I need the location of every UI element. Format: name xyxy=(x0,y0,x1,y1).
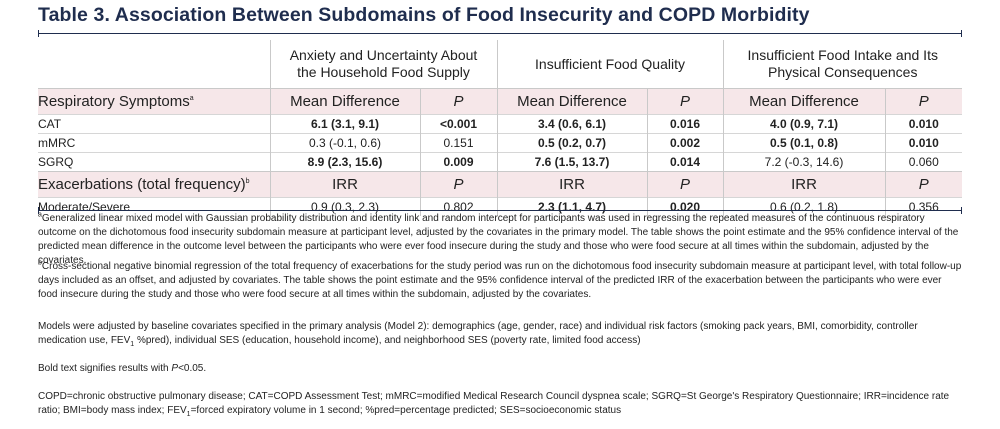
cell-p: 0.002 xyxy=(646,133,723,153)
footnote-text: =forced expiratory volume in 1 second; %… xyxy=(190,405,622,416)
results-table: Anxiety and Uncertainty About the Househ… xyxy=(38,40,963,216)
col-header: Mean Difference xyxy=(722,88,885,115)
group-header-line: Insufficient Food Intake and Its xyxy=(747,47,938,63)
col-header-p: P xyxy=(646,171,723,198)
col-header-p: P xyxy=(884,88,963,115)
row-label: mMRC xyxy=(38,133,270,153)
italic-p: P xyxy=(171,363,179,374)
cell-value: 0.3 (-0.1, 0.6) xyxy=(269,133,420,153)
section-header-exacerbations: Exacerbations (total frequency)b IRR P I… xyxy=(38,171,963,198)
row-label: CAT xyxy=(38,114,270,134)
section-label: Respiratory Symptomsa xyxy=(38,88,270,115)
group-header-line: Insufficient Food Quality xyxy=(535,55,685,72)
cell-value: 7.6 (1.5, 13.7) xyxy=(496,152,647,172)
col-header-p: P xyxy=(419,88,497,115)
row-label: SGRQ xyxy=(38,152,270,172)
cell-value: 8.9 (2.3, 15.6) xyxy=(269,152,420,172)
footnote-text: Models were adjusted by baseline covaria… xyxy=(38,321,918,346)
table-row: SGRQ 8.9 (2.3, 15.6) 0.009 7.6 (1.5, 13.… xyxy=(38,152,963,172)
footnote-text: Cross-sectional negative binomial regres… xyxy=(38,261,962,300)
table-row: mMRC 0.3 (-0.1, 0.6) 0.151 0.5 (0.2, 0.7… xyxy=(38,133,963,153)
cell-value: 4.0 (0.9, 7.1) xyxy=(722,114,885,134)
header-empty-cell xyxy=(38,40,270,89)
col-header: Mean Difference xyxy=(269,88,420,115)
subscript: 1 xyxy=(186,411,191,418)
rule-tick-right xyxy=(961,30,962,37)
group-header-intake: Insufficient Food Intake and Its Physica… xyxy=(722,40,963,89)
col-header: Mean Difference xyxy=(496,88,647,115)
cell-value: 0.5 (0.2, 0.7) xyxy=(496,133,647,153)
footnote-abbreviations: COPD=chronic obstructive pulmonary disea… xyxy=(38,390,962,418)
section-header-respiratory: Respiratory Symptomsa Mean Difference P … xyxy=(38,88,963,115)
table-bottom-rule xyxy=(38,207,962,214)
cell-value: 7.2 (-0.3, 14.6) xyxy=(722,152,885,172)
cell-p: 0.009 xyxy=(419,152,497,172)
cell-value: 0.5 (0.1, 0.8) xyxy=(722,133,885,153)
col-header-p: P xyxy=(884,171,963,198)
group-header-line: the Household Food Supply xyxy=(297,64,470,80)
group-header-quality: Insufficient Food Quality xyxy=(496,40,723,89)
col-header: IRR xyxy=(496,171,647,198)
top-rule xyxy=(38,30,962,37)
col-header: IRR xyxy=(722,171,885,198)
col-header: IRR xyxy=(269,171,420,198)
rule-tick-right xyxy=(961,207,962,214)
group-header-line: Physical Consequences xyxy=(768,64,918,80)
section-label-text: Respiratory Symptoms xyxy=(38,93,190,110)
cell-p: 0.060 xyxy=(884,152,963,172)
footnote-bold: Bold text signifies results with P<0.05. xyxy=(38,362,962,376)
cell-p: <0.001 xyxy=(419,114,497,134)
section-label-text: Exacerbations (total frequency) xyxy=(38,176,246,193)
cell-value: 6.1 (3.1, 9.1) xyxy=(269,114,420,134)
table-title: Table 3. Association Between Subdomains … xyxy=(38,4,810,26)
cell-p: 0.010 xyxy=(884,133,963,153)
footnote-text: COPD=chronic obstructive pulmonary disea… xyxy=(38,391,950,416)
col-header-p: P xyxy=(419,171,497,198)
cell-p: 0.010 xyxy=(884,114,963,134)
cell-p: 0.014 xyxy=(646,152,723,172)
footnote-text: Bold text signifies results with xyxy=(38,363,172,374)
footnote-a: aGeneralized linear mixed model with Gau… xyxy=(38,212,962,268)
rule-tick-left xyxy=(38,207,39,214)
group-header-anxiety: Anxiety and Uncertainty About the Househ… xyxy=(269,40,497,89)
section-label: Exacerbations (total frequency)b xyxy=(38,171,270,198)
cell-p: 0.151 xyxy=(419,133,497,153)
cell-value: 0.9 (0.3, 2.3) xyxy=(269,197,420,216)
footnote-text: Generalized linear mixed model with Gaus… xyxy=(38,213,959,266)
footnote-text: <0.05. xyxy=(178,363,207,374)
cell-value: 3.4 (0.6, 6.1) xyxy=(496,114,647,134)
table-row: CAT 6.1 (3.1, 9.1) <0.001 3.4 (0.6, 6.1)… xyxy=(38,114,963,134)
subscript: 1 xyxy=(130,341,135,348)
rule-tick-left xyxy=(38,30,39,37)
footnote-b: bCross-sectional negative binomial regre… xyxy=(38,260,962,302)
footnote-marker: a xyxy=(189,95,194,102)
group-header-line: Anxiety and Uncertainty About xyxy=(289,47,478,63)
footnote-text: %pred), individual SES (education, house… xyxy=(134,335,641,346)
cell-p: 0.016 xyxy=(646,114,723,134)
footnote-models: Models were adjusted by baseline covaria… xyxy=(38,320,962,348)
footnote-marker: a xyxy=(38,211,42,219)
group-header-row: Anxiety and Uncertainty About the Househ… xyxy=(38,40,963,89)
footnote-marker: b xyxy=(245,178,250,185)
col-header-p: P xyxy=(646,88,723,115)
footnote-marker: b xyxy=(38,259,42,267)
